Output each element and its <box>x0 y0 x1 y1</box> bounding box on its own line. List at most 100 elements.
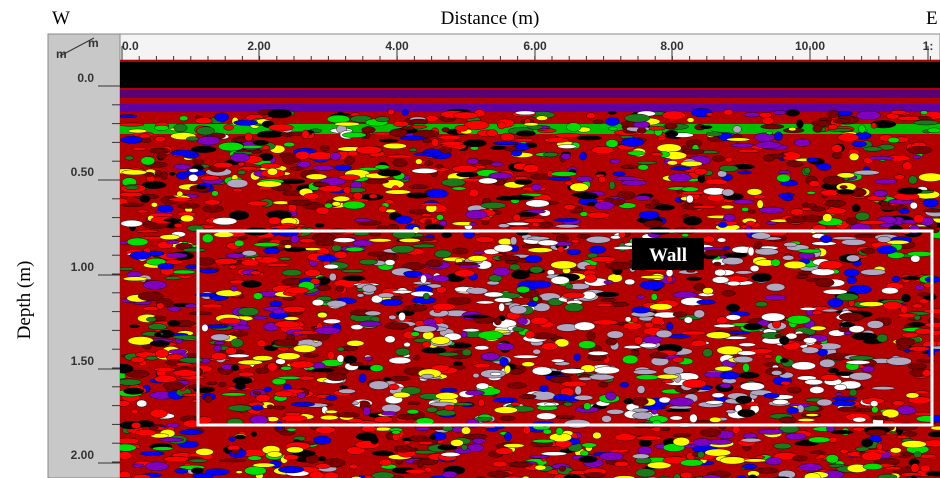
radar-blob <box>837 406 861 412</box>
radar-blob <box>289 166 305 171</box>
radar-blob <box>504 432 512 442</box>
radar-blob <box>901 332 919 338</box>
radar-blob <box>711 155 725 162</box>
radar-blob <box>237 359 263 366</box>
radar-blob <box>765 130 773 135</box>
radar-blob <box>263 247 280 255</box>
radar-blob <box>870 122 878 129</box>
radar-blob <box>527 301 538 307</box>
radar-blob <box>754 455 766 459</box>
radar-blob <box>785 332 798 340</box>
radar-blob <box>336 346 345 352</box>
radar-blob <box>799 307 817 311</box>
radar-blob <box>566 249 581 256</box>
radar-blob <box>702 287 714 295</box>
radar-blob <box>320 415 339 421</box>
radar-blob <box>660 427 671 432</box>
radar-blob <box>733 356 754 364</box>
radar-blob <box>650 152 663 157</box>
radar-blob <box>743 323 763 331</box>
radar-blob <box>213 231 235 238</box>
radar-blob <box>129 250 152 260</box>
radar-blob <box>286 428 297 432</box>
radar-blob <box>358 373 367 383</box>
radar-blob <box>614 461 630 467</box>
radar-blob <box>247 200 269 207</box>
radar-blob <box>356 145 383 155</box>
radar-blob <box>763 393 780 399</box>
radar-blob <box>324 409 338 414</box>
radar-blob <box>664 130 679 137</box>
radar-blob <box>120 378 142 386</box>
radar-blob <box>743 458 766 463</box>
radar-blob <box>218 142 244 152</box>
radar-blob <box>592 319 619 326</box>
radar-blob <box>912 154 922 160</box>
radar-blob <box>772 110 787 115</box>
radar-blob <box>358 320 382 327</box>
radar-blob <box>669 415 683 421</box>
radar-blob <box>330 152 342 161</box>
radar-blob <box>265 263 291 267</box>
radar-blob <box>200 303 224 309</box>
west-label: W <box>52 8 70 29</box>
radar-blob <box>130 409 139 414</box>
radar-blob <box>791 361 816 371</box>
radar-blob <box>721 188 735 197</box>
radar-blob <box>395 347 411 356</box>
radar-blob <box>706 131 723 137</box>
radar-blob <box>499 415 516 421</box>
x-tick-label: 8.00 <box>660 39 684 53</box>
radar-blob <box>250 270 261 276</box>
radar-blob <box>472 373 480 379</box>
radar-blob <box>671 357 685 363</box>
radar-blob <box>173 163 192 170</box>
radar-blob <box>848 152 860 161</box>
radar-blob <box>553 218 579 222</box>
radar-blob <box>340 269 365 273</box>
radar-blob <box>779 358 789 363</box>
radar-blob <box>228 264 238 270</box>
radar-blob <box>303 192 320 200</box>
radar-blob <box>266 404 274 409</box>
radar-blob <box>550 171 577 177</box>
radar-blob <box>843 268 860 277</box>
radar-blob <box>680 330 707 336</box>
radar-blob <box>290 235 300 244</box>
unit-slash <box>59 37 95 57</box>
radar-blob <box>831 396 858 401</box>
radar-band <box>120 90 940 98</box>
radar-blob <box>890 109 907 115</box>
radar-blob <box>252 462 276 468</box>
radar-blob <box>794 441 808 446</box>
radar-blob <box>806 191 816 195</box>
radar-blob <box>384 322 410 330</box>
radar-blob <box>304 269 321 277</box>
radar-blob <box>643 220 664 228</box>
radar-blob <box>231 364 240 371</box>
radar-blob <box>338 388 356 394</box>
radar-blob <box>514 178 533 185</box>
radar-blob <box>305 173 327 180</box>
radar-blob <box>157 204 174 213</box>
radar-blob <box>498 302 505 312</box>
radar-blob <box>761 312 786 322</box>
radar-blob <box>298 238 316 244</box>
radar-blob <box>514 110 536 116</box>
radar-blob <box>234 434 246 440</box>
radar-blob <box>778 192 790 199</box>
radar-blob <box>504 260 519 264</box>
radar-blob <box>913 390 930 395</box>
radar-blob <box>742 363 750 373</box>
radar-blob <box>817 454 826 459</box>
radar-blob <box>475 236 495 243</box>
radar-blob <box>777 470 796 478</box>
radar-blob <box>204 394 213 403</box>
radar-blob <box>474 416 493 422</box>
radar-blob <box>656 143 682 153</box>
radar-blob <box>731 425 741 434</box>
radar-blob <box>681 233 690 238</box>
radar-blob <box>456 171 479 178</box>
radar-blob <box>167 306 182 312</box>
radar-blob <box>709 416 722 423</box>
